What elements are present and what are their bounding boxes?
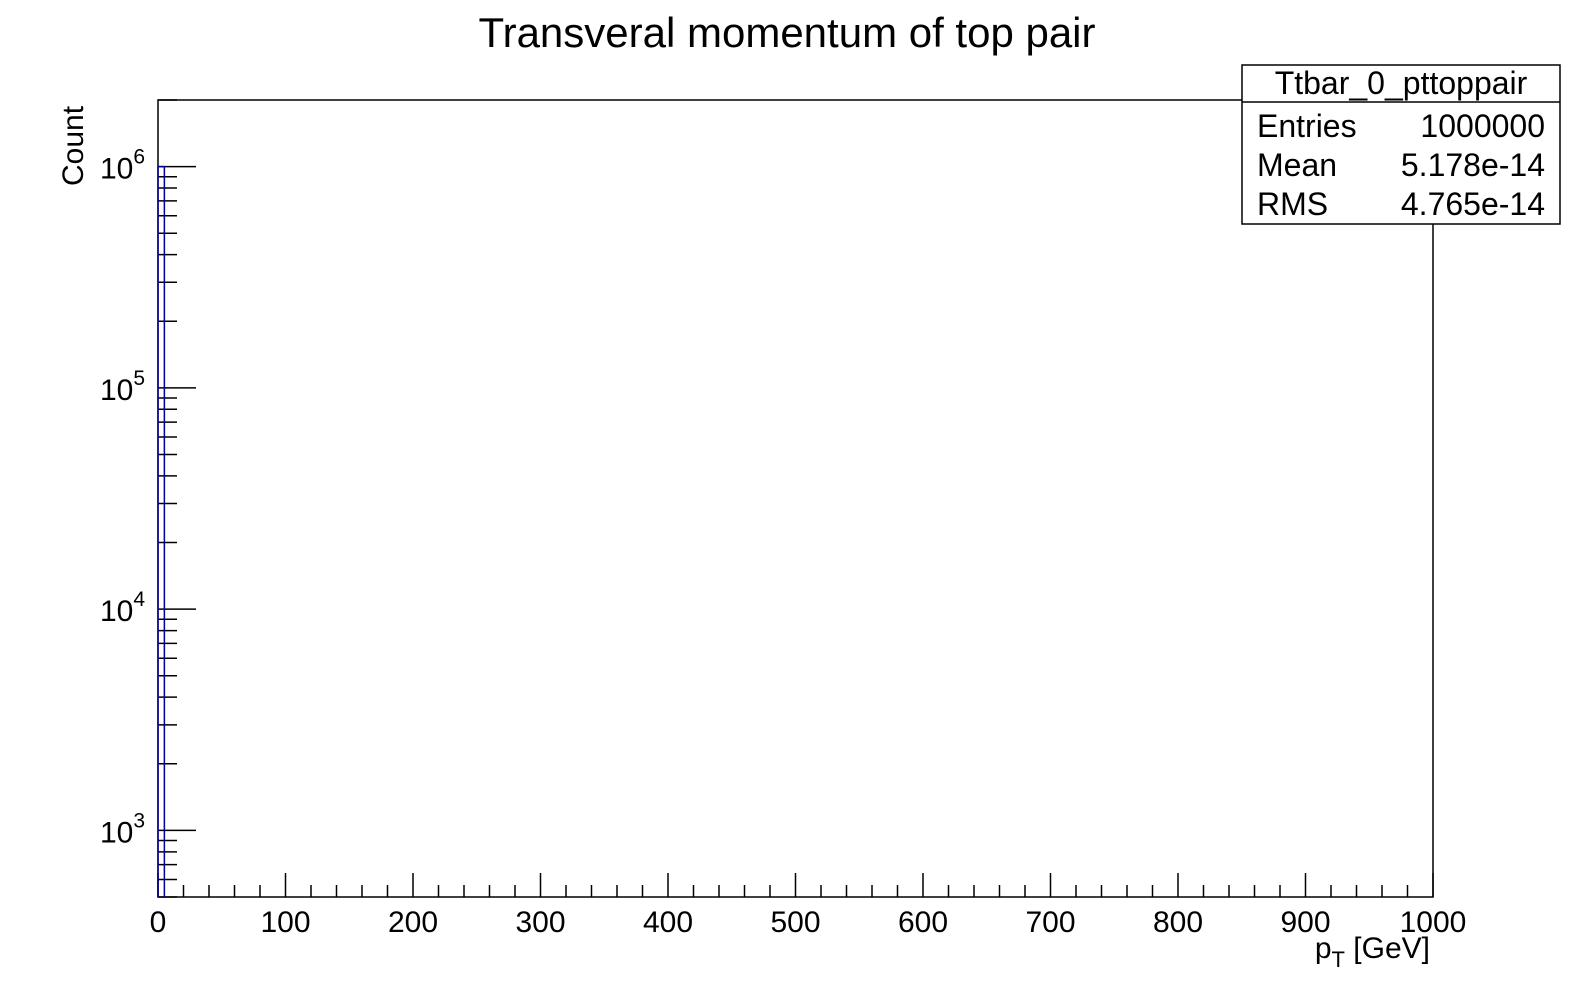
x-axis-ticks: 0 100 200 300 400 500 600 700 800 900 1000 xyxy=(150,873,1467,939)
y-axis-ticks: 103 104 105 106 xyxy=(100,99,196,898)
x-tick-label: 900 xyxy=(1280,906,1330,939)
x-tick-label: 700 xyxy=(1025,906,1075,939)
y-tick-label: 104 xyxy=(100,588,145,628)
x-axis-title-sub: T xyxy=(1332,947,1345,972)
stats-box-frame xyxy=(1241,64,1561,225)
stats-mean-label: Mean xyxy=(1257,147,1337,183)
stats-rms-label: RMS xyxy=(1257,186,1328,222)
stats-entries-label: Entries xyxy=(1257,108,1357,144)
x-tick-label: 1000 xyxy=(1400,906,1467,939)
x-tick-label: 500 xyxy=(770,906,820,939)
x-tick-label: 800 xyxy=(1153,906,1203,939)
y-tick-label: 106 xyxy=(100,146,145,186)
x-tick-label: 400 xyxy=(643,906,693,939)
stats-entries-value: 1000000 xyxy=(1420,108,1545,144)
x-tick-label: 0 xyxy=(150,906,167,939)
x-axis-title-main: p xyxy=(1315,932,1332,965)
y-axis-title: Count xyxy=(57,105,90,186)
x-axis-title-rest: [GeV] xyxy=(1345,932,1430,965)
y-tick-label: 105 xyxy=(100,367,145,407)
x-tick-label: 300 xyxy=(515,906,565,939)
histogram-bars xyxy=(157,165,166,897)
x-axis-title: pT [GeV] xyxy=(1315,932,1430,972)
histogram-bar xyxy=(157,165,166,897)
stats-box: Ttbar_0_pttoppair Entries 1000000 Mean 5… xyxy=(1241,64,1561,225)
stats-box-name: Ttbar_0_pttoppair xyxy=(1275,65,1528,101)
x-tick-label: 200 xyxy=(388,906,438,939)
y-tick-label: 103 xyxy=(100,809,145,849)
x-tick-label: 100 xyxy=(260,906,310,939)
stats-rms-value: 4.765e-14 xyxy=(1401,186,1545,222)
stats-mean-value: 5.178e-14 xyxy=(1401,147,1545,183)
x-tick-label: 600 xyxy=(898,906,948,939)
chart-title: Transveral momentum of top pair xyxy=(478,9,1095,56)
